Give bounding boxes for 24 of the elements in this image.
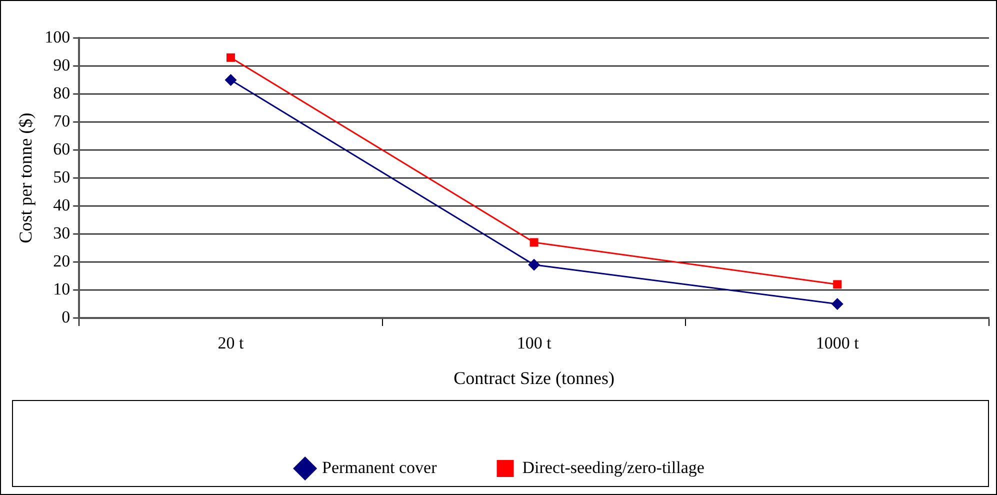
x-tick-label: 1000 t	[816, 334, 860, 353]
point	[833, 280, 842, 289]
y-tick-label: 20	[53, 251, 70, 270]
point	[224, 74, 237, 86]
x-axis-title: Contract Size (tonnes)	[454, 368, 615, 388]
point	[226, 53, 235, 62]
x-tick-label: 20 t	[218, 334, 244, 353]
y-axis-title: Cost per tonne ($)	[16, 112, 36, 244]
y-tick-label: 90	[53, 55, 70, 74]
y-tick-label: 50	[53, 167, 70, 186]
legend-label: Permanent cover	[322, 458, 438, 477]
y-tick-label: 80	[53, 83, 70, 102]
point	[528, 258, 540, 271]
y-tick-label: 30	[53, 223, 70, 242]
y-tick-label: 40	[53, 195, 70, 214]
x-tick-label: 100 t	[516, 334, 552, 353]
y-tick-label: 0	[62, 307, 70, 326]
y-tick-label: 10	[53, 279, 70, 298]
y-tick-label: 100	[44, 27, 70, 46]
point	[831, 298, 844, 310]
legend-label: Direct-seeding/zero-tillage	[522, 458, 704, 477]
y-tick-label: 70	[53, 111, 70, 130]
y-tick-label: 60	[53, 139, 70, 158]
point	[530, 238, 538, 247]
